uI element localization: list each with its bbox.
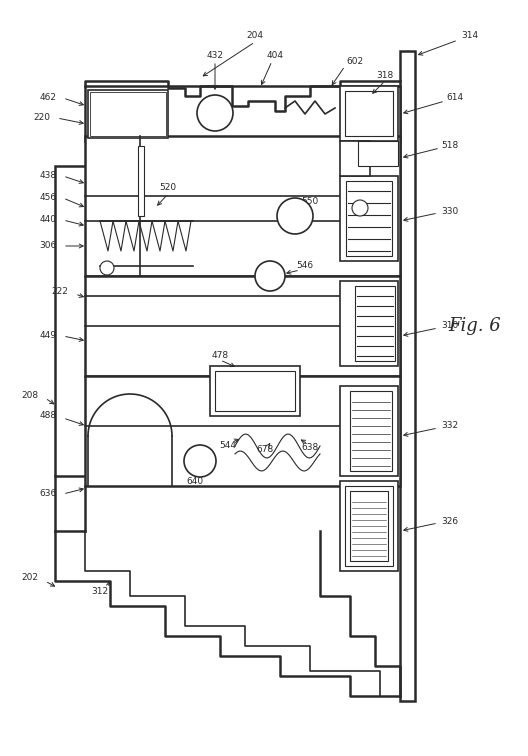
Text: 602: 602 bbox=[346, 57, 364, 66]
Bar bbox=[88, 90, 168, 138]
Bar bbox=[85, 276, 400, 376]
Text: 518: 518 bbox=[441, 141, 459, 150]
Bar bbox=[345, 486, 393, 566]
Text: 462: 462 bbox=[40, 94, 56, 103]
Text: 640: 640 bbox=[186, 476, 204, 485]
Bar bbox=[55, 166, 110, 476]
Text: 220: 220 bbox=[33, 113, 51, 122]
Text: 318: 318 bbox=[376, 72, 394, 80]
Text: 404: 404 bbox=[267, 51, 284, 60]
Text: 520: 520 bbox=[159, 184, 176, 193]
Text: 326: 326 bbox=[441, 516, 458, 525]
Text: 312: 312 bbox=[91, 587, 109, 596]
Text: 488: 488 bbox=[40, 411, 56, 420]
Text: 678: 678 bbox=[257, 445, 274, 454]
Bar bbox=[90, 92, 166, 136]
Bar bbox=[210, 366, 300, 416]
Text: 614: 614 bbox=[447, 94, 464, 103]
Bar bbox=[350, 491, 388, 561]
Circle shape bbox=[277, 198, 313, 234]
Text: 222: 222 bbox=[52, 287, 69, 296]
Text: 208: 208 bbox=[22, 392, 39, 401]
Text: Fig. 6: Fig. 6 bbox=[449, 317, 502, 335]
Text: 310: 310 bbox=[441, 321, 459, 330]
Text: 456: 456 bbox=[40, 194, 56, 203]
Bar bbox=[358, 141, 398, 166]
Text: 438: 438 bbox=[40, 172, 56, 181]
Bar bbox=[340, 386, 398, 476]
Circle shape bbox=[352, 200, 368, 216]
Text: 330: 330 bbox=[441, 206, 459, 215]
Text: 332: 332 bbox=[441, 422, 458, 430]
Bar bbox=[400, 51, 415, 701]
Circle shape bbox=[184, 445, 216, 477]
Text: 638: 638 bbox=[301, 444, 318, 453]
Bar bbox=[138, 146, 144, 216]
Text: 550: 550 bbox=[301, 197, 318, 206]
Text: 306: 306 bbox=[40, 241, 56, 250]
Bar bbox=[355, 286, 395, 361]
Circle shape bbox=[197, 95, 233, 131]
Bar bbox=[85, 86, 400, 141]
Bar bbox=[340, 481, 398, 571]
Text: 440: 440 bbox=[40, 215, 56, 225]
Bar bbox=[340, 86, 398, 141]
Text: 544: 544 bbox=[220, 442, 237, 451]
Text: 449: 449 bbox=[40, 331, 56, 340]
Circle shape bbox=[255, 261, 285, 291]
Circle shape bbox=[100, 261, 114, 275]
Bar bbox=[85, 376, 400, 486]
Bar bbox=[340, 141, 370, 176]
Text: 432: 432 bbox=[206, 51, 223, 60]
Bar bbox=[340, 176, 398, 261]
Text: 314: 314 bbox=[461, 32, 478, 41]
Bar bbox=[350, 391, 392, 471]
Bar bbox=[85, 136, 400, 276]
Bar bbox=[345, 91, 393, 136]
Text: 478: 478 bbox=[211, 352, 229, 361]
Text: 546: 546 bbox=[296, 262, 314, 271]
Text: 636: 636 bbox=[40, 489, 56, 498]
Text: 204: 204 bbox=[247, 32, 263, 41]
Text: 202: 202 bbox=[22, 574, 39, 583]
Bar bbox=[215, 371, 295, 411]
Bar bbox=[340, 281, 398, 366]
Bar bbox=[346, 181, 392, 256]
